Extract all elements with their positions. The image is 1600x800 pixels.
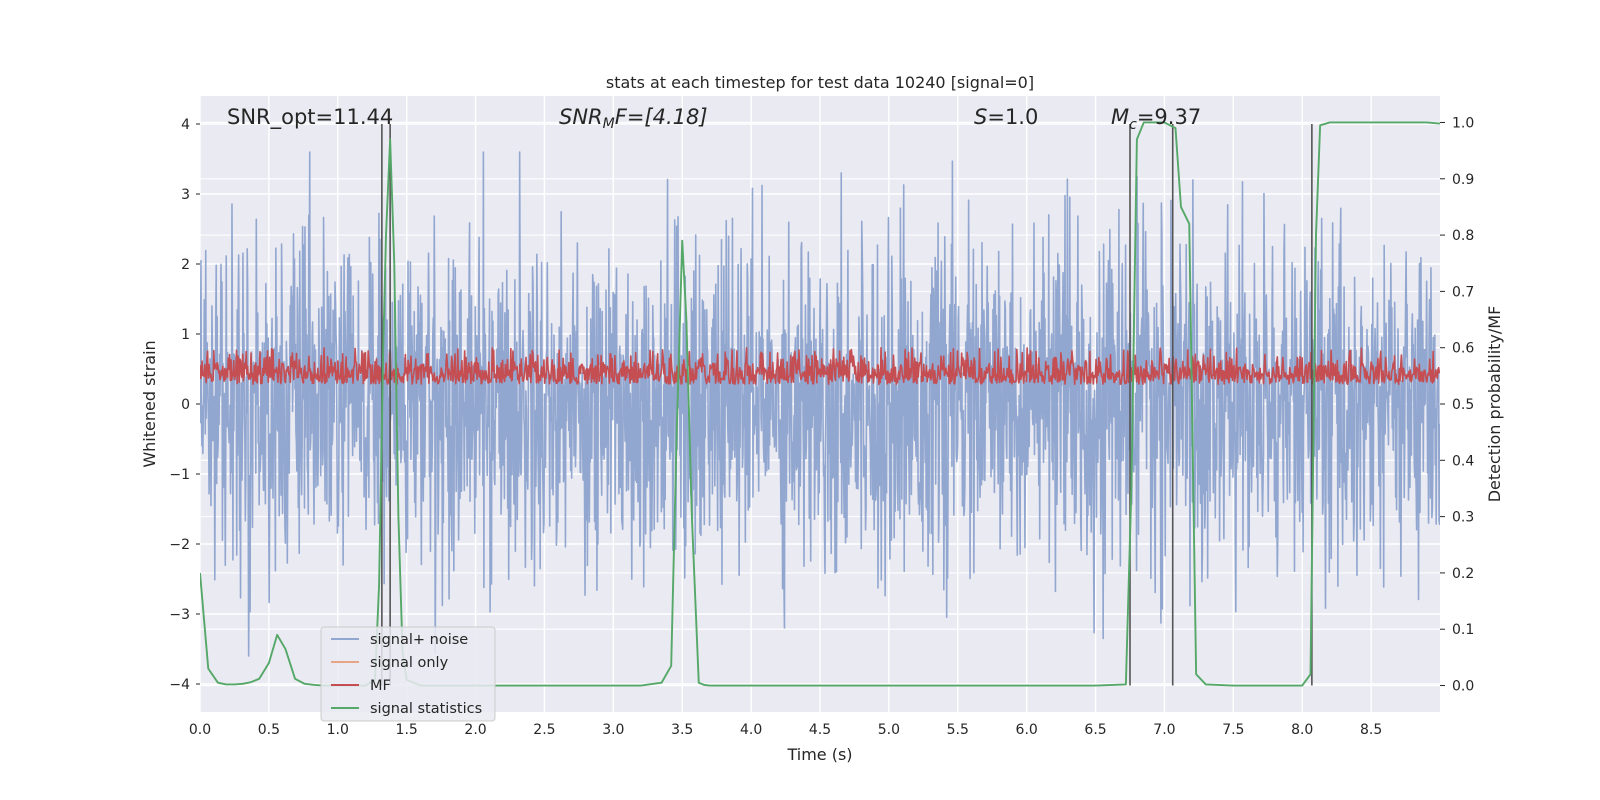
y-right-tick-label: 0.5: [1452, 397, 1474, 413]
y-right-tick-label: 0.7: [1452, 284, 1474, 300]
y-right-tick-label: 0.9: [1452, 172, 1474, 188]
y-axis-right-label: Detection probability/MF: [1485, 306, 1504, 503]
y-axis-label: Whitened strain: [140, 340, 159, 467]
y-right-tick-label: 0.6: [1452, 341, 1474, 357]
x-tick-label: 1.5: [396, 722, 418, 738]
y-right-tick-label: 0.2: [1452, 566, 1474, 582]
x-tick-label: 7.5: [1222, 722, 1244, 738]
x-axis-label: Time (s): [786, 745, 852, 764]
x-tick-label: 4.5: [809, 722, 831, 738]
y-right-tick-label: 1.0: [1452, 115, 1474, 131]
annotation-snr-opt: SNR_opt=11.44: [227, 105, 393, 130]
y-axis-right-ticks: 1.0 0.9 0.8 0.7 0.6 0.5 0.4 0.3 0.2 0.1 0.0: [1440, 115, 1474, 695]
x-tick-label: 7.0: [1153, 722, 1175, 738]
x-tick-label: 8.0: [1291, 722, 1313, 738]
x-tick-label: 1.0: [327, 722, 349, 738]
x-tick-label: 0.0: [189, 722, 211, 738]
x-axis-ticks: 0.0 0.5 1.0 1.5 2.0 2.5 3.0 3.5 4.0 4.5 5.0 5.5 6.0 6…: [189, 722, 1382, 738]
x-tick-label: 6.5: [1084, 722, 1106, 738]
y-tick-label: −3: [169, 607, 190, 623]
legend-label-signal-noise: signal+ noise: [370, 632, 468, 648]
x-tick-label: 0.5: [258, 722, 280, 738]
x-tick-label: 5.5: [947, 722, 969, 738]
legend-label-signal-only: signal only: [370, 655, 449, 671]
y-right-tick-label: 0.8: [1452, 228, 1474, 244]
series-mf: [200, 347, 1440, 386]
legend-label-mf: MF: [370, 678, 391, 694]
x-tick-label: 2.5: [533, 722, 555, 738]
y-tick-label: 3: [181, 187, 190, 203]
chart-title: stats at each timestep for test data 102…: [606, 73, 1034, 92]
x-tick-label: 3.0: [602, 722, 624, 738]
series-signal-noise: [200, 151, 1440, 657]
annotation-snr-mf: SNRMF=[4.18]: [559, 105, 708, 132]
y-tick-label: −4: [169, 677, 190, 693]
y-right-tick-label: 0.0: [1452, 679, 1474, 695]
x-tick-label: 3.5: [671, 722, 693, 738]
legend-label-signal-statistics: signal statistics: [370, 701, 482, 717]
y-right-tick-label: 0.3: [1452, 510, 1474, 526]
y-tick-label: −2: [169, 537, 190, 553]
x-tick-label: 4.0: [740, 722, 762, 738]
y-right-tick-label: 0.1: [1452, 622, 1474, 638]
y-tick-label: 1: [181, 327, 190, 343]
y-tick-label: 4: [181, 117, 190, 133]
y-tick-label: 2: [181, 257, 190, 273]
y-tick-label: 0: [181, 397, 190, 413]
x-tick-label: 8.5: [1360, 722, 1382, 738]
legend-box: [320, 626, 496, 722]
y-axis-ticks: 4 3 2 1 0 −1 −2 −3 −4: [169, 117, 200, 693]
legend: signal+ noise signal only MF signal stat…: [320, 626, 496, 722]
y-right-tick-label: 0.4: [1452, 453, 1474, 469]
x-tick-label: 6.0: [1016, 722, 1038, 738]
x-tick-label: 2.0: [464, 722, 486, 738]
x-tick-label: 5.0: [878, 722, 900, 738]
y-tick-label: −1: [169, 467, 190, 483]
annotation-s: S=1.0: [974, 105, 1038, 129]
annotation-mc: Mc=9.37: [1111, 105, 1201, 133]
series-signal-statistics: [200, 121, 1440, 687]
